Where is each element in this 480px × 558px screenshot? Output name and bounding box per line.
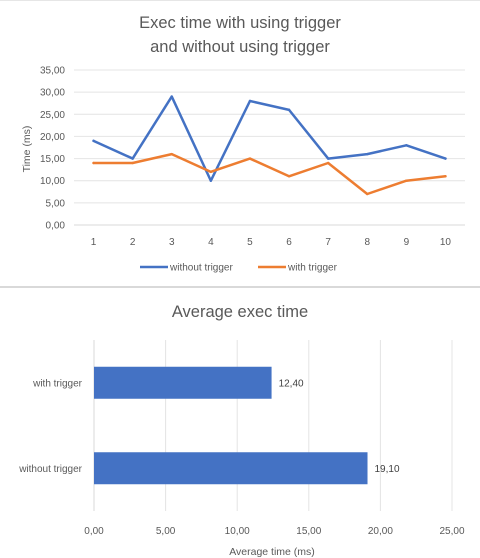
line-chart-point (131, 157, 134, 160)
line-chart-point (209, 179, 213, 182)
bar-chart: Average exec time 12,40 19,10 0,00 5,00 10,… (18, 303, 465, 558)
bar-data-label: 12,40 (279, 378, 304, 389)
bar-chart-x-tick-label: 25,00 (439, 526, 464, 537)
line-chart-x-tick-label: 6 (286, 237, 292, 248)
line-chart-point (405, 179, 408, 182)
line-series-with-trigger (92, 152, 447, 196)
line-chart-point (444, 175, 447, 178)
line-chart-point (248, 157, 252, 160)
bar-without-trigger (94, 452, 368, 485)
bar-chart-gridlines (93, 340, 453, 511)
line-chart-title-line-1: Exec time with using trigger (139, 14, 341, 32)
line-chart-point (287, 108, 291, 112)
line-chart-point (444, 157, 447, 160)
bar-with-trigger (94, 366, 272, 399)
line-chart-x-ticks: 1 2 3 4 5 6 7 8 9 10 (91, 237, 452, 248)
line-chart-legend: without trigger with trigger (140, 263, 338, 274)
line-chart-title-line-2: and without using trigger (150, 38, 330, 56)
line-chart-y-axis-title: Time (ms) (21, 126, 33, 173)
line-chart-x-tick-label: 1 (91, 237, 97, 248)
line-chart-y-tick-label: 20,00 (40, 132, 65, 143)
bar-chart-x-tick-label: 15,00 (296, 526, 321, 537)
bar-chart-x-tick-label: 5,00 (156, 526, 176, 537)
bar-chart-x-tick-label: 10,00 (225, 526, 250, 537)
line-chart: Exec time with using trigger and without… (21, 14, 465, 274)
line-chart-point (170, 152, 173, 156)
bar-category-label: without trigger (18, 464, 82, 475)
line-chart-point (405, 144, 408, 147)
line-chart-x-tick-label: 10 (440, 237, 452, 248)
line-chart-point (92, 161, 95, 165)
legend-label: without trigger (169, 263, 233, 274)
line-chart-series (92, 95, 447, 196)
line-series-without-trigger (92, 95, 447, 182)
line-chart-point (287, 175, 291, 178)
bar-category-label: with trigger (32, 378, 83, 389)
line-chart-x-tick-label: 3 (169, 237, 175, 248)
line-chart-x-tick-label: 5 (247, 237, 253, 248)
line-chart-y-tick-label: 0,00 (46, 221, 66, 232)
line-chart-y-tick-label: 30,00 (40, 88, 65, 99)
line-chart-y-ticks: 0,00 5,00 10,00 15,00 20,00 25,00 30,00 35,00 (40, 66, 65, 232)
line-chart-x-tick-label: 2 (130, 237, 136, 248)
line-chart-x-tick-label: 4 (208, 237, 214, 248)
bar-chart-bars: 12,40 19,10 (94, 366, 400, 485)
line-chart-x-tick-label: 7 (325, 237, 331, 248)
line-chart-y-tick-label: 5,00 (46, 198, 66, 209)
line-chart-y-tick-label: 10,00 (40, 176, 65, 187)
line-chart-gridlines (74, 69, 465, 226)
bar-chart-x-ticks: 0,00 5,00 10,00 15,00 20,00 25,00 (84, 526, 465, 537)
bar-chart-x-tick-label: 20,00 (368, 526, 393, 537)
line-chart-x-tick-label: 9 (404, 237, 410, 248)
line-chart-point (366, 192, 369, 196)
legend-label: with trigger (287, 263, 338, 274)
line-chart-point (326, 161, 330, 165)
line-chart-point (326, 157, 330, 160)
bar-chart-category-labels: with trigger without trigger (18, 378, 82, 475)
line-chart-point (248, 99, 252, 103)
line-chart-point (209, 170, 213, 174)
line-chart-y-tick-label: 35,00 (40, 66, 65, 77)
line-chart-y-tick-label: 25,00 (40, 110, 65, 121)
bar-chart-x-axis-title: Average time (ms) (229, 546, 315, 558)
line-chart-x-tick-label: 8 (364, 237, 370, 248)
bar-chart-x-tick-label: 0,00 (84, 526, 104, 537)
line-chart-point (92, 139, 95, 143)
line-chart-point (366, 152, 369, 156)
bar-chart-panel: Average exec time 12,40 19,10 0,00 5,00 10,… (0, 287, 480, 558)
line-chart-point (170, 95, 173, 98)
bar-chart-title: Average exec time (172, 303, 308, 321)
line-chart-point (131, 161, 134, 165)
bar-data-label: 19,10 (375, 464, 400, 475)
line-chart-y-tick-label: 15,00 (40, 154, 65, 165)
line-chart-panel: Exec time with using trigger and without… (0, 0, 480, 287)
